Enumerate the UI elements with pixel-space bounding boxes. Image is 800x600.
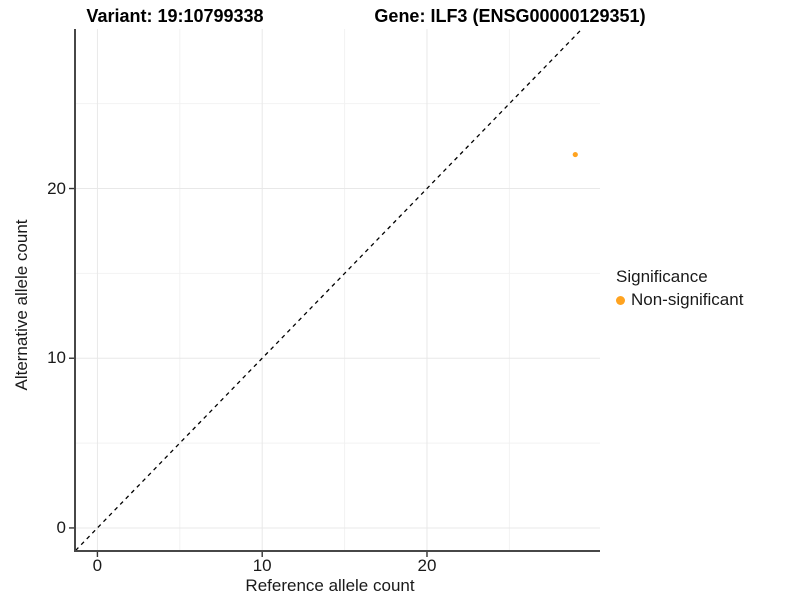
identity-line — [76, 29, 583, 550]
y-tick-label: 20 — [47, 178, 66, 198]
grid-major-lines — [76, 29, 600, 550]
plot-title-variant: Variant: 19:10799338 — [86, 6, 264, 26]
data-point — [572, 151, 578, 158]
x-tick-label: 0 — [92, 556, 103, 575]
legend-point-icon — [616, 295, 625, 305]
x-tick-label: 10 — [252, 556, 272, 575]
x-tick-label: 20 — [417, 556, 437, 575]
legend-title: Significance — [616, 267, 708, 286]
axis-tick-marks — [69, 187, 428, 557]
data-points — [572, 151, 578, 158]
legend-entry: Non-significant — [616, 290, 743, 310]
grid-minor-lines — [76, 29, 600, 550]
y-tick-label: 10 — [47, 348, 66, 368]
x-axis-title: Reference allele count — [245, 576, 415, 595]
plot-panel — [69, 29, 600, 557]
plot-title-gene: Gene: ILF3 (ENSG00000129351) — [374, 6, 646, 26]
plot-canvas — [69, 29, 600, 557]
y-tick-label: 0 — [56, 517, 66, 537]
legend: Significance Non-significant — [616, 267, 743, 310]
identity-dashed-line — [76, 29, 583, 550]
legend-entry-label: Non-significant — [631, 290, 744, 309]
